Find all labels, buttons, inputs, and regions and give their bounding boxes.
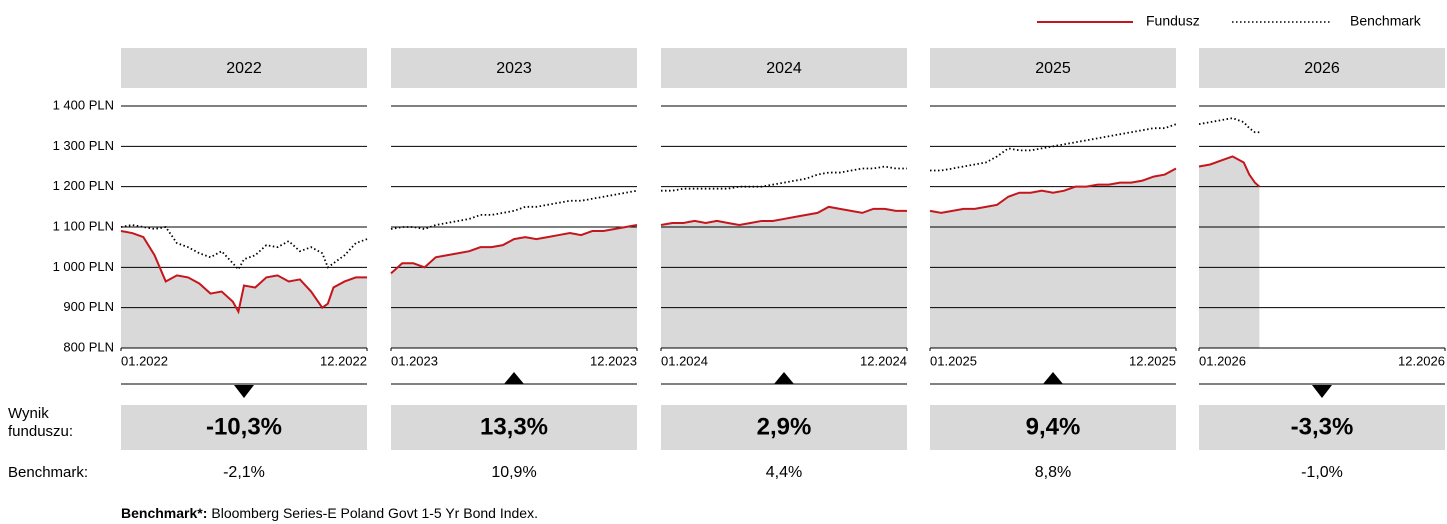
- result-box: [661, 405, 907, 450]
- area: [661, 206, 907, 348]
- panel-title: 2025: [1035, 60, 1071, 77]
- fund-return: -10,3%: [206, 413, 282, 440]
- panel-title: 2024: [766, 60, 802, 77]
- y-tick-label: 1 100 PLN: [53, 218, 114, 233]
- result-arrow: [234, 385, 254, 398]
- area: [391, 224, 637, 348]
- benchmark-return: 4,4%: [766, 464, 802, 481]
- fund-line: [390, 223, 638, 275]
- panel-title: 2023: [496, 60, 532, 77]
- fund-line: [660, 205, 907, 226]
- x-tick-label: 01.2023: [391, 353, 438, 368]
- fund-return: -3,3%: [1291, 413, 1354, 440]
- x-tick-label: 12.2025: [1129, 353, 1176, 368]
- y-tick-label: 800 PLN: [63, 339, 114, 354]
- result-arrow: [504, 372, 524, 384]
- y-tick-label: 1 300 PLN: [53, 138, 114, 153]
- panel-title: 2022: [226, 60, 262, 77]
- y-tick-label: 1 200 PLN: [53, 178, 114, 193]
- result-box: [930, 405, 1176, 450]
- x-tick-label: 12.2022: [320, 353, 367, 368]
- x-tick-label: 01.2025: [930, 353, 977, 368]
- fund-return: 13,3%: [480, 413, 548, 440]
- fund-return: 2,9%: [757, 413, 812, 440]
- panel-header: [391, 48, 637, 88]
- y-tick-label: 1 000 PLN: [53, 259, 114, 274]
- x-tick-label: 12.2024: [860, 353, 907, 368]
- panel-title: 2026: [1304, 60, 1340, 77]
- benchmark-return: 8,8%: [1035, 464, 1071, 481]
- panel-header: [930, 48, 1176, 88]
- result-box: [121, 405, 367, 450]
- legend-label: Benchmark: [1350, 13, 1422, 29]
- panel-header: [661, 48, 907, 88]
- result-arrow: [1312, 385, 1332, 398]
- benchmark-line: [120, 224, 368, 271]
- benchmark-line: [1198, 117, 1260, 134]
- result-arrow: [774, 372, 794, 384]
- result-arrow: [1043, 372, 1063, 384]
- x-tick-label: 12.2023: [590, 353, 637, 368]
- area: [1199, 156, 1260, 348]
- result-box: [391, 405, 637, 450]
- footnote: Benchmark*: Bloomberg Series-E Poland Gov…: [121, 505, 538, 521]
- benchmark-return: 10,9%: [491, 464, 536, 481]
- benchmark-return: -2,1%: [223, 464, 265, 481]
- benchmark-line: [930, 123, 1177, 172]
- row-label: Wynik funduszu:: [8, 405, 74, 440]
- y-tick-label: 1 400 PLN: [53, 97, 114, 112]
- benchmark-line: [661, 165, 907, 192]
- benchmark-return: -1,0%: [1301, 464, 1343, 481]
- fund-line: [120, 230, 367, 315]
- x-tick-label: 01.2024: [661, 353, 708, 368]
- legend-label: Fundusz: [1146, 13, 1200, 29]
- panel-header: [121, 48, 367, 88]
- row-label: Benchmark:: [8, 464, 88, 481]
- y-tick-label: 900 PLN: [63, 299, 114, 314]
- result-box: [1199, 405, 1445, 450]
- fund-line: [1198, 155, 1261, 188]
- panel-header: [1199, 48, 1445, 88]
- footnote-text: Bloomberg Series-E Poland Govt 1-5 Yr Bo…: [211, 505, 538, 521]
- x-tick-label: 01.2026: [1199, 353, 1246, 368]
- fund-line: [929, 167, 1177, 214]
- area: [930, 168, 1176, 348]
- footnote-label: Benchmark*:: [121, 505, 207, 521]
- x-tick-label: 12.2026: [1398, 353, 1445, 368]
- x-tick-label: 01.2022: [121, 353, 168, 368]
- fund-return: 9,4%: [1026, 413, 1081, 440]
- benchmark-line: [390, 189, 638, 230]
